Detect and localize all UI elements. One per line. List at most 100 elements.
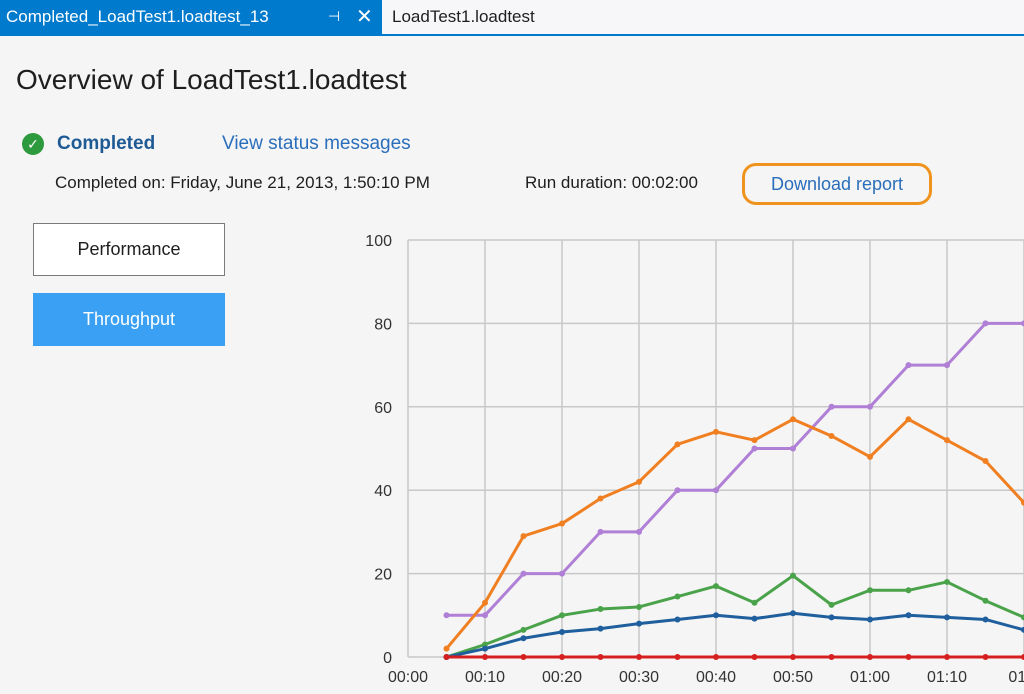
series-3-point: [597, 606, 604, 613]
series-3-point: [674, 593, 681, 600]
series-3-point: [982, 597, 989, 604]
series-4-point: [674, 616, 681, 623]
x-tick-label: 00:00: [388, 669, 428, 686]
close-icon[interactable]: ✕: [356, 6, 373, 28]
series-3-point: [751, 599, 758, 606]
series-4-point: [636, 620, 642, 627]
series-3-point: [944, 578, 950, 585]
x-tick-label: 00:10: [465, 669, 505, 686]
series-5-point: [828, 654, 835, 660]
series-4-point: [597, 625, 604, 632]
series-1-point: [828, 403, 835, 410]
series-2-point: [520, 533, 527, 540]
x-tick-label: 01:10: [927, 669, 967, 686]
series-4-point: [713, 612, 719, 619]
series-2-point: [713, 428, 719, 435]
series-5-point: [443, 654, 450, 660]
chart-series: [443, 320, 1024, 660]
status-row: ✓ Completed: [22, 131, 155, 157]
tab-loadtest1[interactable]: LoadTest1.loadtest: [382, 0, 1024, 34]
view-status-messages-link[interactable]: View status messages: [222, 133, 411, 154]
series-1-point: [982, 320, 989, 327]
series-5-point: [597, 654, 604, 660]
series-1-point: [636, 528, 642, 535]
series-4-point: [982, 616, 989, 623]
series-2-point: [905, 416, 912, 423]
series-1-point: [944, 362, 950, 369]
series-2-point: [1021, 499, 1024, 506]
series-5-point: [905, 654, 912, 660]
series-5-point: [751, 654, 758, 660]
series-1-point: [713, 487, 719, 494]
series-1-point: [482, 612, 488, 619]
series-5-point: [559, 654, 565, 660]
x-tick-labels: 00:00 00:10 00:20 00:30 00:40 00:50 01:00 01:10…: [388, 669, 1024, 686]
y-tick-label: 0: [383, 650, 392, 667]
series-1-point: [597, 528, 604, 535]
x-tick-label: 00:50: [773, 669, 813, 686]
series-1-point: [905, 362, 912, 369]
series-1-point: [520, 570, 527, 577]
series-4-point: [1021, 626, 1024, 633]
series-2-point: [751, 437, 758, 444]
series-2-point: [944, 437, 950, 444]
series-5-point: [713, 654, 719, 660]
series-3-point: [520, 626, 527, 633]
series-2-point: [443, 645, 450, 652]
performance-button[interactable]: Performance: [33, 223, 225, 276]
tab-completed-loadtest[interactable]: Completed_LoadTest1.loadtest_13 ⊣ ✕: [0, 0, 382, 34]
download-report-link[interactable]: Download report: [742, 163, 932, 205]
series-3-point: [713, 583, 719, 590]
series-2-point: [636, 478, 642, 485]
y-tick-label: 40: [374, 483, 392, 500]
series-5-point: [790, 654, 796, 660]
series-5-point: [1021, 654, 1024, 660]
series-1-point: [674, 487, 681, 494]
series-4-point: [559, 628, 565, 635]
series-5-point: [674, 654, 681, 660]
y-tick-labels: 0 20 40 60 80 100: [365, 233, 392, 667]
status-label: Completed: [57, 133, 156, 154]
series-1-point: [867, 403, 873, 410]
series-line-3: [446, 574, 1024, 659]
series-3-point: [828, 601, 835, 608]
y-tick-label: 100: [365, 233, 392, 250]
tab-completed-loadtest-label: Completed_LoadTest1.loadtest_13: [6, 7, 269, 26]
series-5-point: [636, 654, 642, 660]
throughput-chart: 0 20 40 60 80 100 00:00 00:10 00:20 00:30 00:40 00…: [365, 233, 1024, 686]
series-1-point: [443, 612, 450, 619]
series-3-point: [1021, 614, 1024, 621]
pin-icon[interactable]: ⊣: [328, 8, 341, 24]
x-tick-label: 01:1: [1008, 669, 1024, 686]
tab-loadtest1-label: LoadTest1.loadtest: [392, 7, 535, 26]
chart-grid: [407, 239, 1024, 658]
series-2-point: [597, 495, 604, 502]
series-4-point: [867, 616, 873, 623]
series-1-point: [559, 570, 565, 577]
series-1-point: [1021, 320, 1024, 327]
series-line-1: [446, 321, 1024, 617]
series-4-point: [905, 612, 912, 619]
series-4-point: [751, 615, 758, 622]
series-4-point: [944, 614, 950, 621]
series-3-point: [905, 587, 912, 594]
series-4-point: [790, 610, 796, 617]
series-4-point: [482, 645, 488, 652]
y-tick-label: 60: [374, 400, 392, 417]
series-3-point: [867, 587, 873, 594]
page-title: Overview of LoadTest1.loadtest: [16, 64, 407, 95]
series-1-point: [790, 445, 796, 452]
series-line-2: [445, 417, 1024, 650]
series-5-point: [944, 654, 950, 660]
x-tick-label: 00:30: [619, 669, 659, 686]
series-2-point: [559, 520, 565, 527]
x-tick-label: 00:20: [542, 669, 582, 686]
y-tick-label: 20: [374, 567, 392, 584]
series-3-point: [482, 641, 488, 648]
series-2-point: [828, 432, 835, 439]
check-circle-icon: ✓: [22, 133, 44, 155]
series-line-4: [446, 611, 1024, 659]
throughput-button[interactable]: Throughput: [33, 293, 225, 346]
series-1-point: [751, 445, 758, 452]
series-2-point: [482, 599, 488, 606]
